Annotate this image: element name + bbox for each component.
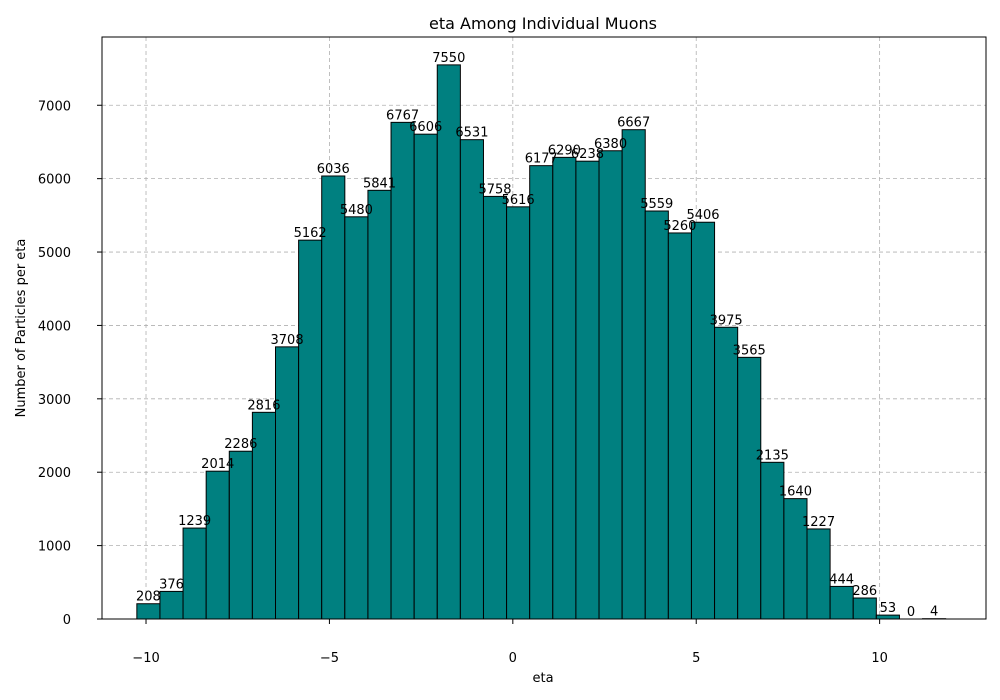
y-tick-label: 7000 xyxy=(38,99,71,114)
chart-title: eta Among Individual Muons xyxy=(429,14,657,33)
histogram-bar xyxy=(690,221,716,620)
bar-value-label: 5616 xyxy=(502,193,535,208)
histogram-bar xyxy=(714,326,739,620)
histogram-bar xyxy=(829,585,854,620)
bar-value-label: 6036 xyxy=(317,162,350,177)
bar-value-label: 4 xyxy=(930,605,938,620)
histogram-bar xyxy=(274,346,300,620)
histogram-bar xyxy=(529,165,554,620)
histogram-bar xyxy=(598,150,623,620)
bar-value-label: 6177 xyxy=(525,152,558,167)
bar-value-label: 2816 xyxy=(247,398,280,413)
bar-value-label: 5841 xyxy=(363,176,396,191)
histogram-bar xyxy=(436,64,461,620)
bar-value-label: 53 xyxy=(880,601,897,616)
bar-value-label: 444 xyxy=(829,572,854,587)
y-tick-label: 6000 xyxy=(38,173,71,188)
histogram-bar xyxy=(413,133,438,620)
y-tick-label: 1000 xyxy=(38,540,71,555)
histogram-bar xyxy=(482,195,508,620)
histogram-bar xyxy=(136,603,161,620)
histogram-bar xyxy=(852,597,877,620)
histogram-bar xyxy=(344,216,369,620)
bar-value-label: 5480 xyxy=(340,203,373,218)
bar-value-label: 5406 xyxy=(686,208,719,223)
bar-value-label: 5559 xyxy=(640,197,673,212)
bar-value-label: 2014 xyxy=(201,457,234,472)
histogram-bar xyxy=(367,189,392,620)
bar-value-label: 7550 xyxy=(432,51,465,66)
histogram-bar xyxy=(205,470,230,620)
bar-value-label: 1239 xyxy=(178,514,211,529)
x-tick-label: −10 xyxy=(132,651,159,666)
bars xyxy=(136,64,947,620)
bar-value-label: 5162 xyxy=(294,226,327,241)
x-axis-ticks: −10 −5 0 5 10 xyxy=(132,619,888,666)
bar-value-label: 0 xyxy=(907,605,915,620)
bar-value-label: 5260 xyxy=(663,219,696,234)
x-tick-label: 5 xyxy=(692,651,700,666)
x-tick-label: 10 xyxy=(871,651,888,666)
bar-value-label: 5758 xyxy=(478,182,511,197)
histogram-bar xyxy=(298,239,323,620)
bar-value-label: 3708 xyxy=(271,333,304,348)
bar-value-label: 3565 xyxy=(733,343,766,358)
plot-frame xyxy=(101,36,987,620)
histogram-bar xyxy=(390,121,415,620)
bar-value-label: 208 xyxy=(136,590,161,605)
x-tick-label: 0 xyxy=(509,651,517,666)
bar-value-label: 6290 xyxy=(548,143,581,158)
bar-value-label: 6531 xyxy=(455,126,488,141)
y-tick-label: 4000 xyxy=(38,319,71,334)
bar-value-label: 6667 xyxy=(617,116,650,131)
histogram-bar xyxy=(644,210,669,620)
bar-value-label: 1640 xyxy=(779,485,812,500)
histogram-bar xyxy=(506,206,531,620)
y-axis-label: Number of Particles per eta xyxy=(14,239,29,418)
histogram-bar xyxy=(667,232,692,620)
histogram-bar xyxy=(737,356,762,620)
bar-value-label: 286 xyxy=(852,584,877,599)
histogram-bar xyxy=(459,139,484,620)
x-axis-label: eta xyxy=(532,671,553,686)
y-tick-label: 5000 xyxy=(38,246,71,261)
y-tick-label: 2000 xyxy=(38,466,71,481)
histogram-bar xyxy=(159,590,184,620)
histogram-bar xyxy=(228,450,253,620)
bar-value-label: 3975 xyxy=(710,313,743,328)
histogram-bar xyxy=(182,527,207,620)
histogram-bar xyxy=(321,175,346,620)
bar-value-label: 376 xyxy=(159,577,184,592)
histogram-bar xyxy=(806,528,831,620)
bar-value-label: 6238 xyxy=(571,147,604,162)
bar-value-label: 6767 xyxy=(386,108,419,123)
bar-value-label: 6606 xyxy=(409,120,442,135)
bar-value-label: 2135 xyxy=(756,448,789,463)
y-tick-label: 0 xyxy=(63,613,71,628)
bar-value-label: 1227 xyxy=(802,515,835,530)
y-tick-label: 3000 xyxy=(38,393,71,408)
histogram-bar xyxy=(575,160,600,620)
bar-value-label: 6380 xyxy=(594,137,627,152)
x-tick-label: −5 xyxy=(320,651,339,666)
histogram-bar xyxy=(552,156,577,620)
y-axis-ticks: 0 1000 2000 3000 4000 5000 6000 7000 xyxy=(38,99,102,628)
bar-value-label: 2286 xyxy=(224,437,257,452)
